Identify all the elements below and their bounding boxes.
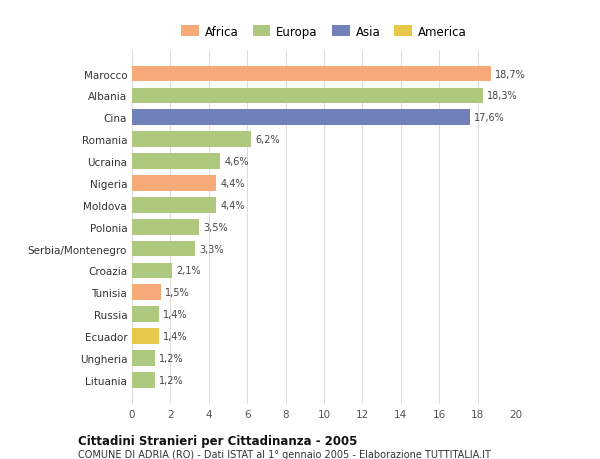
Text: 3,3%: 3,3% [199,244,224,254]
Text: 1,4%: 1,4% [163,309,187,319]
Bar [132,285,161,301]
Text: 4,4%: 4,4% [220,201,245,210]
Text: 6,2%: 6,2% [255,135,280,145]
Text: 1,2%: 1,2% [159,353,184,363]
Text: 1,2%: 1,2% [159,375,184,385]
Bar [132,372,155,388]
Bar [132,89,484,104]
Bar [132,307,159,322]
Text: 2,1%: 2,1% [176,266,201,276]
Text: 3,5%: 3,5% [203,222,227,232]
Legend: Africa, Europa, Asia, America: Africa, Europa, Asia, America [176,21,472,44]
Bar [132,110,470,126]
Bar [132,241,196,257]
Bar [132,197,217,213]
Bar [132,154,220,169]
Text: 18,7%: 18,7% [495,69,526,79]
Bar [132,67,491,82]
Text: 1,5%: 1,5% [164,288,189,298]
Text: 4,4%: 4,4% [220,179,245,189]
Bar [132,329,159,344]
Text: 18,3%: 18,3% [487,91,518,101]
Text: 17,6%: 17,6% [474,113,505,123]
Bar [132,132,251,148]
Bar [132,263,172,279]
Bar [132,350,155,366]
Text: 4,6%: 4,6% [224,157,248,167]
Text: COMUNE DI ADRIA (RO) - Dati ISTAT al 1° gennaio 2005 - Elaborazione TUTTITALIA.I: COMUNE DI ADRIA (RO) - Dati ISTAT al 1° … [78,449,491,459]
Text: Cittadini Stranieri per Cittadinanza - 2005: Cittadini Stranieri per Cittadinanza - 2… [78,434,358,447]
Bar [132,219,199,235]
Text: 1,4%: 1,4% [163,331,187,341]
Bar [132,176,217,191]
